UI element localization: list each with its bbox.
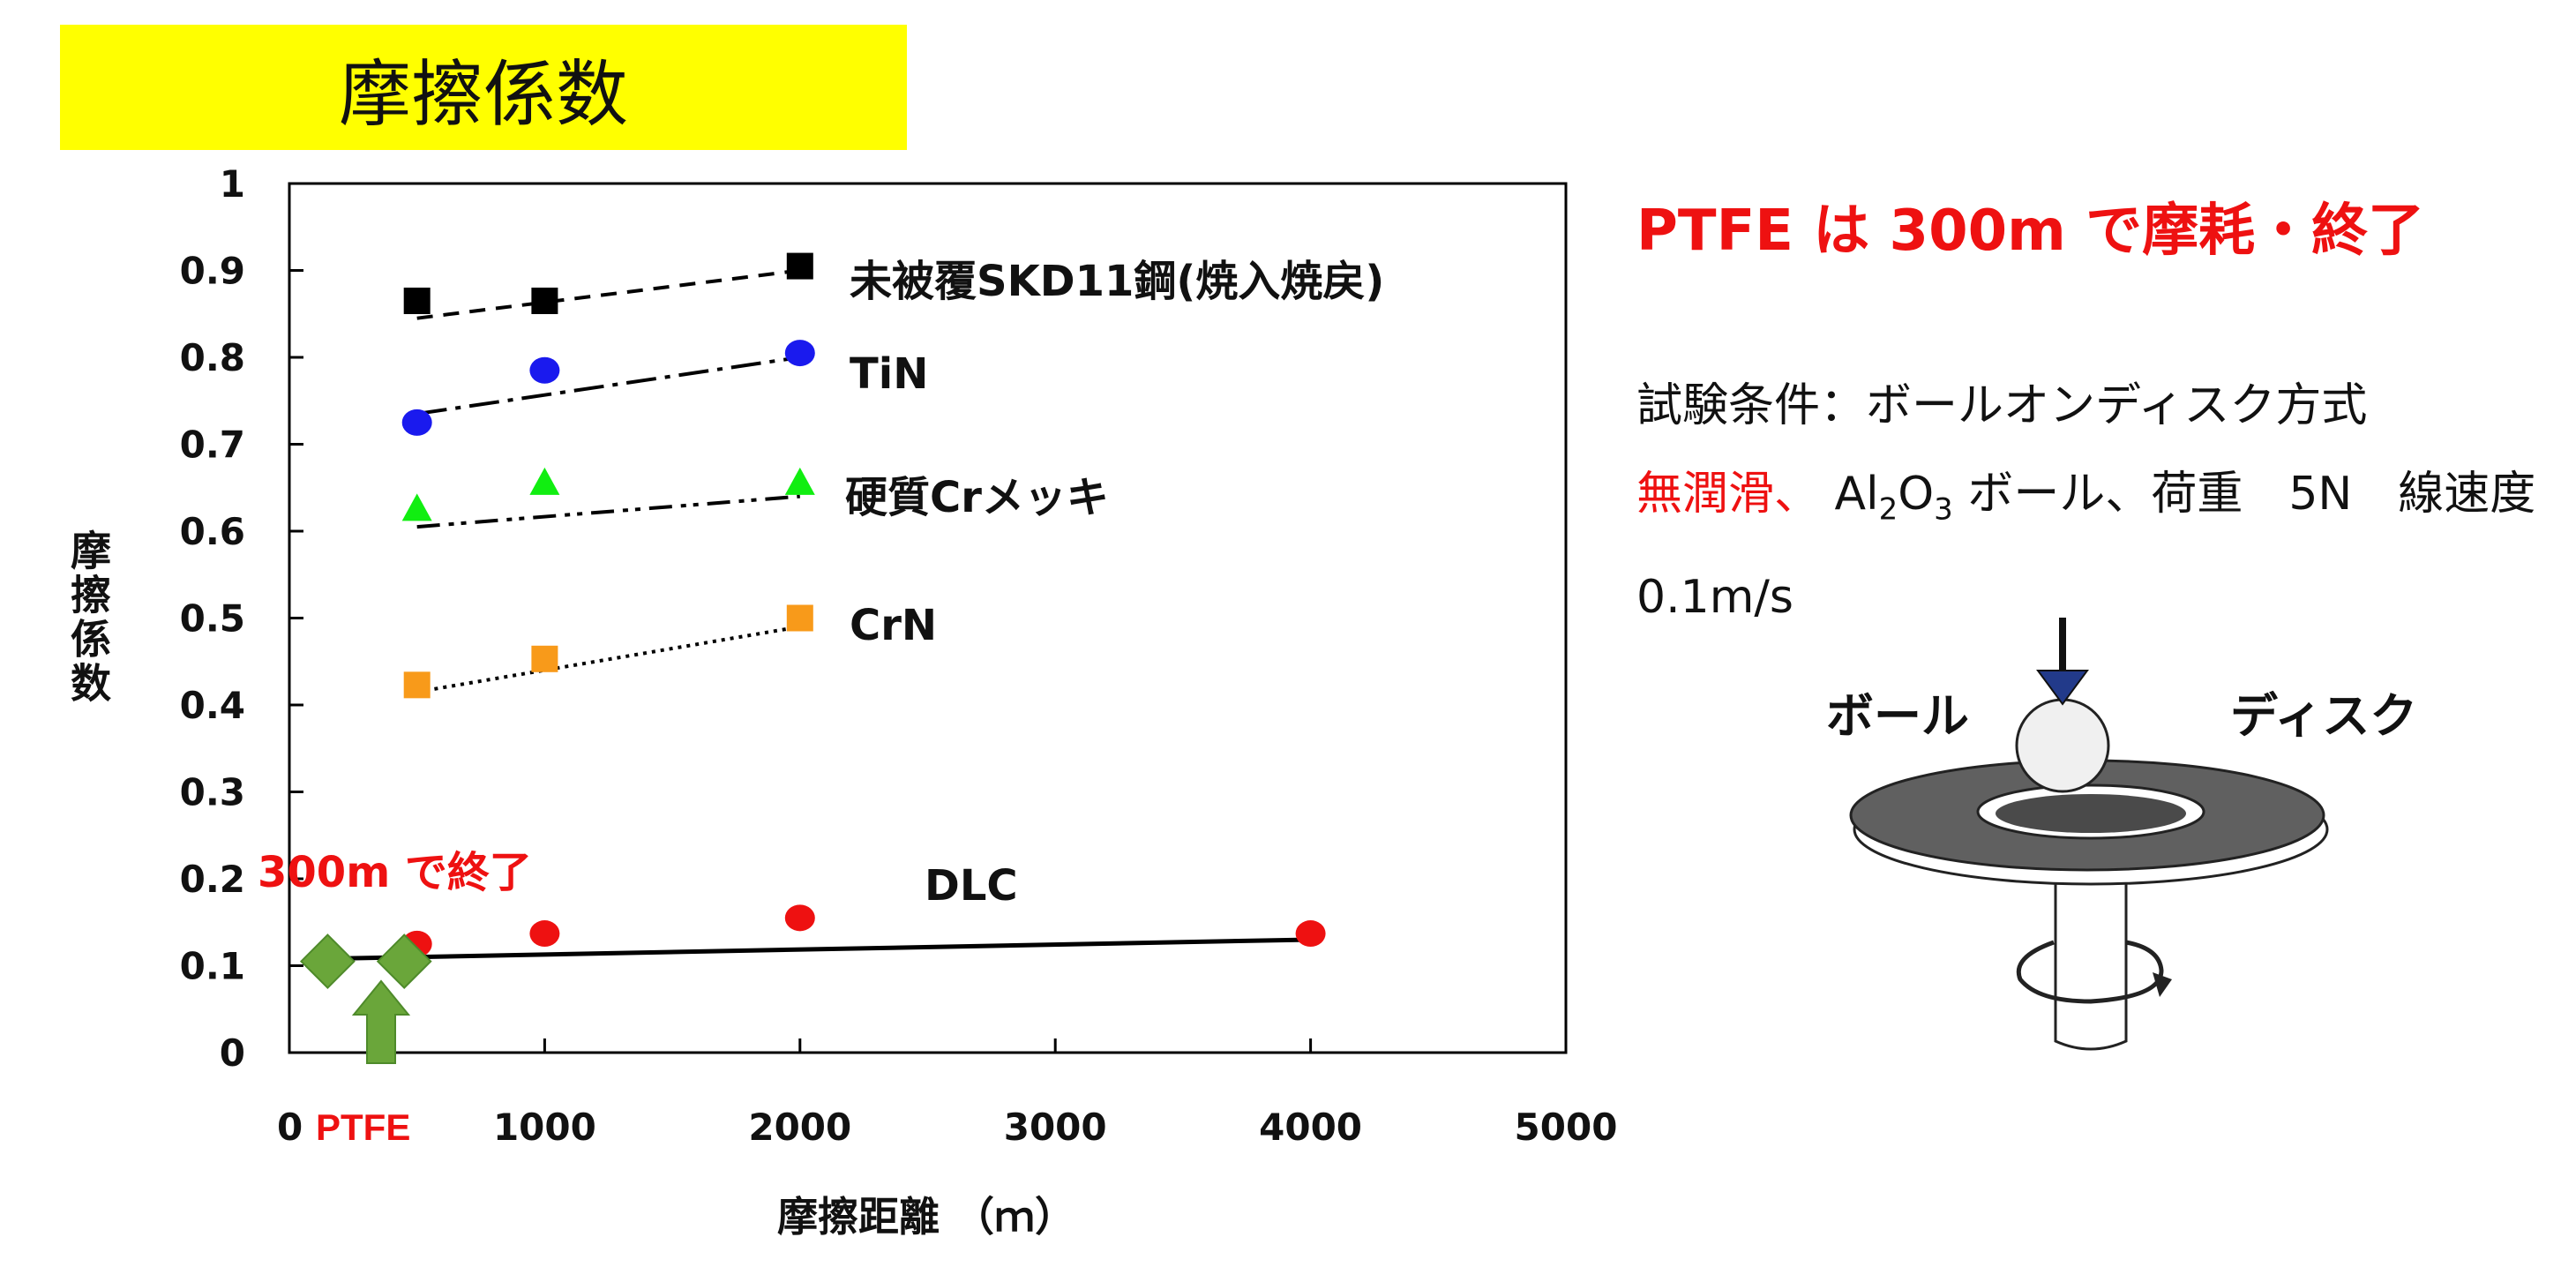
series-label-dlc: DLC xyxy=(925,861,1018,911)
data-point xyxy=(376,933,432,989)
rotation-arrow-icon xyxy=(2016,940,2164,1004)
ptfe-end-annotation: 300m で終了 xyxy=(258,848,532,897)
x-tick-label: 4000 xyxy=(1259,1106,1362,1149)
series-label-skd11: 未被覆SKD11鋼(焼入焼戻) xyxy=(850,257,1384,306)
x-tick-label: 3000 xyxy=(1004,1106,1107,1149)
disk-label: ディスク xyxy=(2230,688,2417,744)
ball-on-disk-illustration: ボール ディスク xyxy=(1826,618,2417,1051)
y-tick-label: 0.6 xyxy=(180,510,245,553)
x-axis-title: 摩擦距離 （ｍ） xyxy=(777,1193,1075,1241)
data-point xyxy=(531,645,558,672)
y-tick-label: 0.3 xyxy=(180,771,245,814)
x-tick-label: 2000 xyxy=(748,1106,851,1149)
al-text: Al xyxy=(1834,468,1879,521)
x-tick-label: 0 xyxy=(277,1106,303,1149)
x-tick-label: 5000 xyxy=(1515,1106,1618,1149)
x-ticks: 0 1000 2000 3000 4000 5000 xyxy=(277,1038,1617,1149)
disk-center xyxy=(1996,794,2186,833)
y-tick-label: 1 xyxy=(220,162,245,206)
y-tick-label: 0.7 xyxy=(180,424,245,467)
trend-line-1 xyxy=(416,356,801,416)
y-tick-label: 0.1 xyxy=(180,945,245,988)
shaft-icon xyxy=(2054,838,2128,1051)
o-text: O xyxy=(1898,468,1935,521)
data-point xyxy=(784,467,815,495)
series-label-cr-plating: 硬質Crメッキ xyxy=(845,473,1109,522)
title-banner: 摩擦係数 xyxy=(60,25,907,150)
subscript-2: 2 xyxy=(1878,491,1898,528)
data-point xyxy=(1295,920,1326,948)
data-point xyxy=(401,409,432,436)
y-tick-label: 0.9 xyxy=(180,250,245,293)
rotation-arrow-head xyxy=(2153,972,2172,997)
page-title: 摩擦係数 xyxy=(338,52,628,137)
load-arrow-icon xyxy=(2036,670,2089,706)
series-label-crn: CrN xyxy=(850,601,937,650)
data-point xyxy=(529,356,560,384)
y-tick-label: 0.5 xyxy=(180,597,245,641)
ptfe-x-label: PTFE xyxy=(316,1106,410,1148)
y-axis-title: 摩擦係数 xyxy=(64,529,112,706)
trend-line-3 xyxy=(416,625,801,694)
conditions-line-2: 無潤滑、 Al2O3 ボール、荷重 5N 線速度 0.1m/s xyxy=(1636,450,2576,641)
test-conditions: 試験条件：ボールオンディスク方式 無潤滑、 Al2O3 ボール、荷重 5N 線速… xyxy=(1636,362,2576,641)
data-point xyxy=(299,933,356,989)
y-tick-label: 0.4 xyxy=(180,684,245,727)
data-point xyxy=(403,671,431,699)
data-point xyxy=(786,604,813,632)
trend-line-0 xyxy=(416,268,801,320)
data-point xyxy=(784,904,815,932)
data-markers xyxy=(299,252,1326,989)
trend-line-2 xyxy=(416,494,800,529)
no-lubrication-text: 無潤滑、 xyxy=(1636,468,1821,521)
ptfe-headline: PTFE は 300m で摩耗・終了 xyxy=(1636,199,2425,264)
x-tick-label: 1000 xyxy=(493,1106,596,1149)
y-tick-label: 0 xyxy=(220,1031,245,1075)
data-point xyxy=(403,287,431,314)
trend-lines xyxy=(327,268,1311,962)
ball-label: ボール xyxy=(1826,688,1969,744)
data-point xyxy=(529,467,560,495)
y-tick-label: 0.2 xyxy=(180,858,245,901)
data-point xyxy=(401,493,432,521)
series-label-tin: TiN xyxy=(850,349,928,399)
y-tick-label: 0.8 xyxy=(180,336,245,379)
trend-line-4 xyxy=(327,937,1311,962)
ball-icon xyxy=(2015,698,2110,793)
friction-chart: 0 0.1 0.2 0.3 0.4 0.5 0.6 0.7 0.8 0.9 1 0 1000 2000 3… xyxy=(64,162,1617,1241)
plot-area xyxy=(288,182,1568,1054)
data-point xyxy=(529,920,560,948)
subscript-3: 3 xyxy=(1934,491,1953,528)
ptfe-arrow-icon xyxy=(351,979,411,1064)
data-point xyxy=(786,252,813,280)
data-point xyxy=(531,287,558,314)
conditions-rest-text: ボール、荷重 5N 線速度 0.1m/s xyxy=(1636,468,2576,625)
data-point xyxy=(784,340,815,367)
y-ticks: 0 0.1 0.2 0.3 0.4 0.5 0.6 0.7 0.8 0.9 1 xyxy=(180,162,303,1075)
conditions-line-1: 試験条件：ボールオンディスク方式 xyxy=(1636,379,2368,432)
